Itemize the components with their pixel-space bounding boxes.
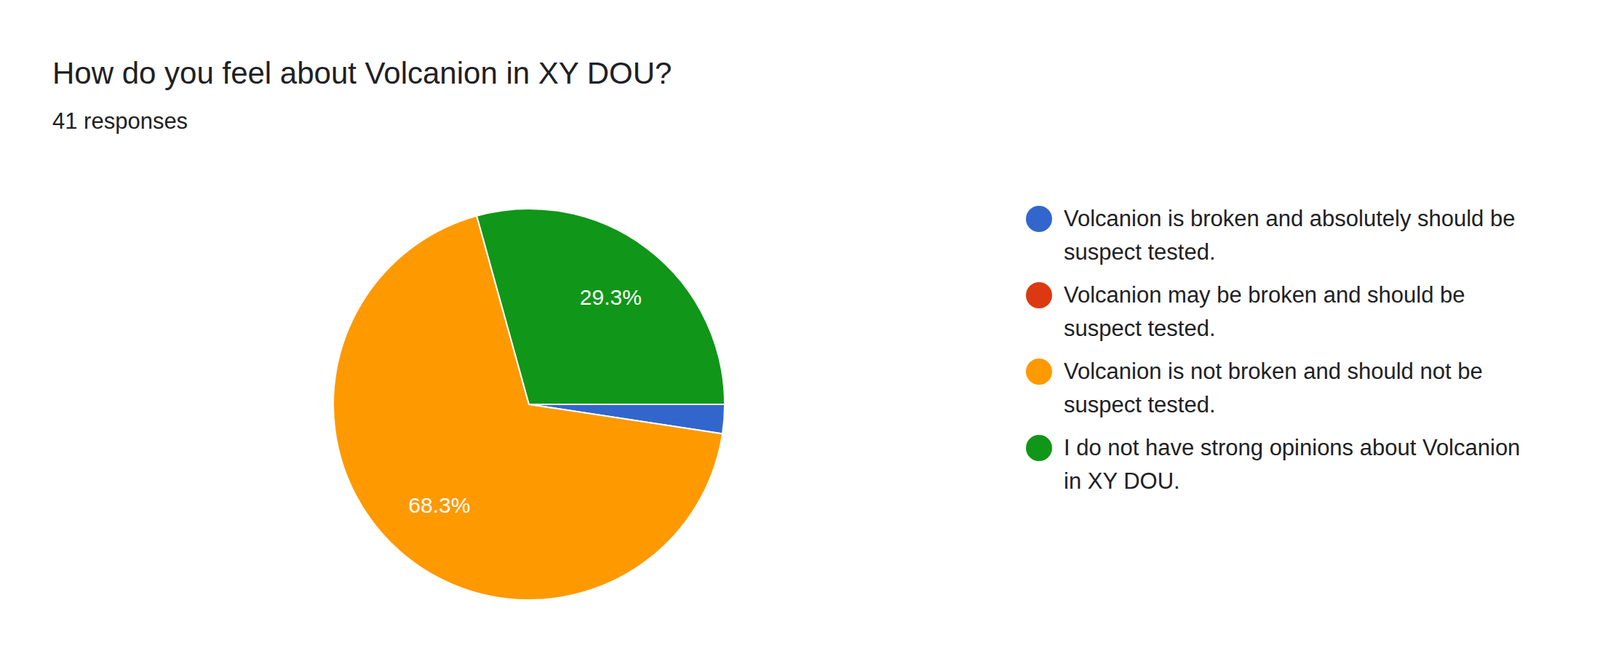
svg-text:68.3%: 68.3%: [408, 493, 471, 518]
html-text:Volcanion is not broken and sh: Volcanion is not broken and should not b…: [1063, 358, 1483, 418]
html-text:How do you feel about Volcanio: How do you feel about Volcanion in XY DO…: [52, 56, 672, 91]
html-text:41 responses: 41 responses: [52, 108, 188, 134]
svg-text:29.3%: 29.3%: [579, 285, 642, 310]
html-text:Volcanion is broken and absolu: Volcanion is broken and absolutely shoul…: [1063, 205, 1516, 265]
html-text:Volcanion may be broken and sh: Volcanion may be broken and should be su…: [1063, 282, 1466, 342]
html-text:I do not have strong opinions: I do not have strong opinions about Volc…: [1063, 435, 1521, 495]
